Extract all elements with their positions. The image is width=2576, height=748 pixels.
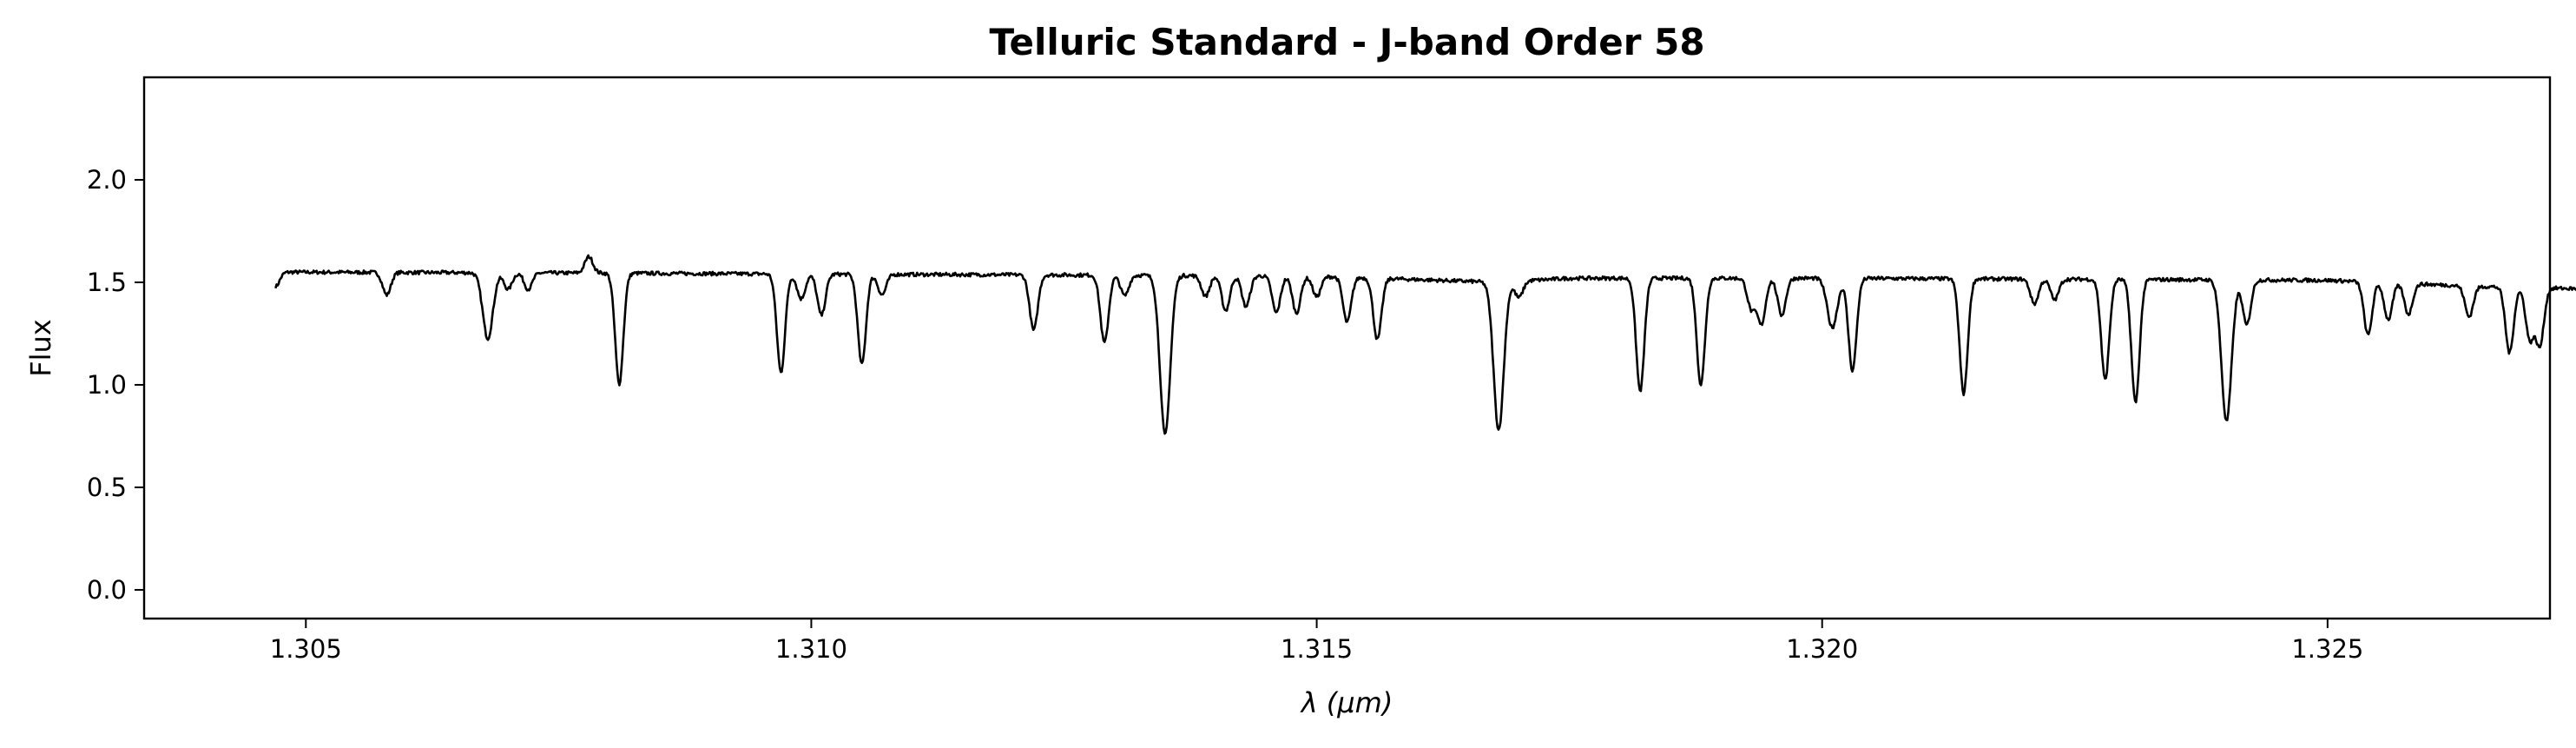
y-tick-label: 2.0 (87, 165, 127, 195)
chart-title: Telluric Standard - J-band Order 58 (989, 21, 1704, 63)
x-tick-label: 1.315 (1281, 634, 1353, 664)
y-tick-label: 1.0 (87, 370, 127, 400)
y-tick-label: 1.5 (87, 268, 127, 297)
x-axis-label: λ (μm) (1300, 686, 1393, 719)
x-tick-label: 1.305 (270, 634, 342, 664)
y-ticks: 0.0 0.5 1.0 1.5 2.0 (87, 165, 144, 605)
spectrum-line (274, 254, 2576, 435)
y-tick-label: 0.5 (87, 473, 127, 502)
x-tick-label: 1.320 (1786, 634, 1858, 664)
y-axis-label: Flux (24, 319, 57, 377)
x-tick-label: 1.325 (2291, 634, 2363, 664)
y-tick-label: 0.0 (87, 575, 127, 605)
x-tick-label: 1.310 (775, 634, 847, 664)
x-ticks: 1.305 1.310 1.315 1.320 1.325 (270, 619, 2363, 664)
plot-frame (142, 76, 2552, 620)
